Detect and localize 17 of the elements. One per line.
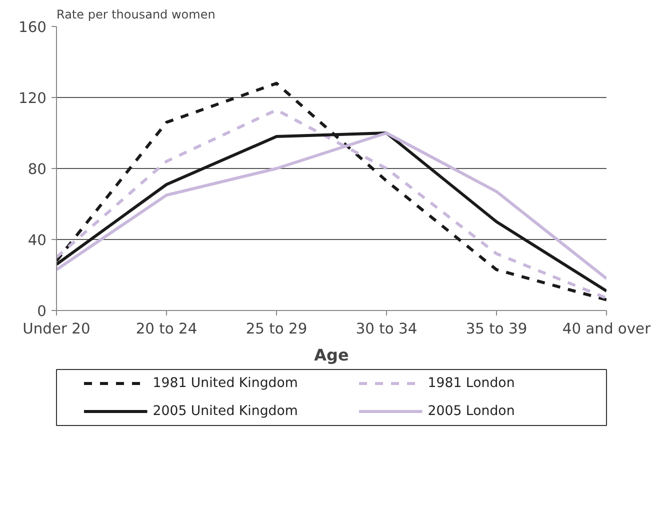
y-tick-label: 160 [18, 19, 47, 36]
x-tick-label: 35 to 39 [466, 320, 528, 338]
y-axis-title: Rate per thousand women [56, 8, 216, 22]
legend-label: 1981 United Kingdom [152, 376, 298, 391]
x-tick-label: Under 20 [22, 320, 90, 338]
x-tick-label: 25 to 29 [246, 320, 308, 338]
legend-label: 2005 United Kingdom [152, 404, 298, 419]
legend-label: 1981 London [428, 376, 515, 391]
y-tick-label: 0 [37, 303, 47, 320]
y-tick-label: 120 [18, 90, 47, 107]
x-tick-label: 20 to 24 [136, 320, 198, 338]
x-tick-label: 40 and over [562, 320, 652, 338]
y-tick-label: 80 [28, 161, 47, 178]
legend-label: 2005 London [428, 404, 515, 419]
x-tick-label: 30 to 34 [356, 320, 418, 338]
y-tick-label: 40 [28, 232, 47, 249]
x-axis-title: Age [314, 346, 349, 364]
